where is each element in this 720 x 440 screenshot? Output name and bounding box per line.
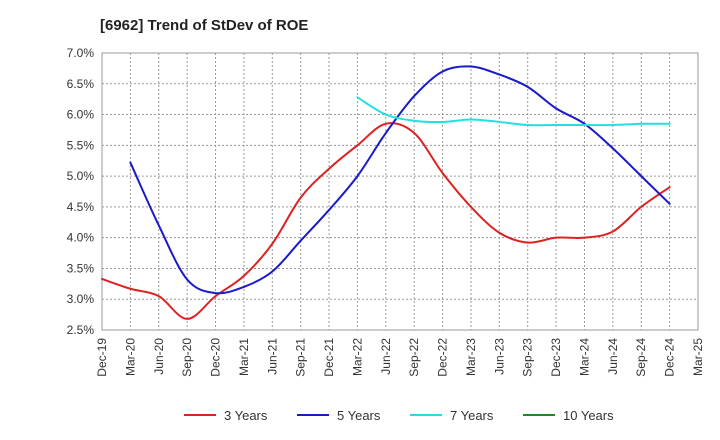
y-tick-label: 6.5% [67, 77, 95, 91]
series-layer [101, 65, 671, 320]
x-tick-label: Sep-20 [180, 338, 194, 377]
legend-label-7-years: 7 Years [450, 408, 494, 423]
legend: 3 Years 5 Years 7 Years 10 Years [184, 408, 614, 423]
series-line-3-years [101, 122, 671, 320]
grid-layer [101, 52, 699, 331]
y-tick-label: 5.5% [67, 138, 95, 152]
y-tick-label: 3.5% [67, 261, 95, 275]
y-tick-label: 6.0% [67, 108, 95, 122]
x-tick-label: Dec-23 [549, 338, 563, 377]
x-tick-label: Sep-22 [407, 338, 421, 377]
y-tick-label: 3.0% [67, 292, 95, 306]
series-line-5-years [129, 65, 671, 295]
x-tick-label: Mar-24 [577, 338, 591, 376]
x-tick-label: Dec-20 [209, 338, 223, 377]
x-tick-label: Jun-21 [265, 338, 279, 375]
legend-label-3-years: 3 Years [224, 408, 268, 423]
y-tick-label: 5.0% [67, 169, 95, 183]
y-tick-label: 4.0% [67, 231, 95, 245]
x-tick-label: Mar-22 [350, 338, 364, 376]
y-tick-label: 7.0% [67, 46, 95, 60]
x-tick-label: Jun-23 [492, 338, 506, 375]
x-tick-label: Dec-24 [663, 338, 677, 377]
series-line-7-years [356, 96, 671, 127]
y-tick-label: 2.5% [67, 323, 95, 337]
legend-label-5-years: 5 Years [337, 408, 381, 423]
x-tick-label: Sep-21 [294, 338, 308, 377]
x-tick-label: Dec-22 [436, 338, 450, 377]
legend-label-10-years: 10 Years [563, 408, 614, 423]
x-tick-label: Mar-23 [464, 338, 478, 376]
x-tick-label: Mar-21 [237, 338, 251, 376]
x-tick-label: Dec-19 [95, 338, 109, 377]
x-tick-label: Sep-23 [521, 338, 535, 377]
x-tick-label: Mar-20 [123, 338, 137, 376]
x-tick-label: Jun-22 [379, 338, 393, 375]
axis-layer: 7.0% 6.5% 6.0% 5.5% 5.0% 4.5% 4.0% 3.5% 3.0% 2.5%… [67, 46, 705, 377]
chart-title: [6962] Trend of StDev of ROE [100, 17, 308, 34]
x-tick-label: Mar-25 [691, 338, 705, 376]
x-tick-label: Jun-24 [606, 338, 620, 375]
x-tick-label: Sep-24 [634, 338, 648, 377]
plot-frame [101, 52, 699, 331]
x-tick-label: Dec-21 [322, 338, 336, 377]
x-tick-label: Jun-20 [152, 338, 166, 375]
y-tick-label: 4.5% [67, 200, 95, 214]
